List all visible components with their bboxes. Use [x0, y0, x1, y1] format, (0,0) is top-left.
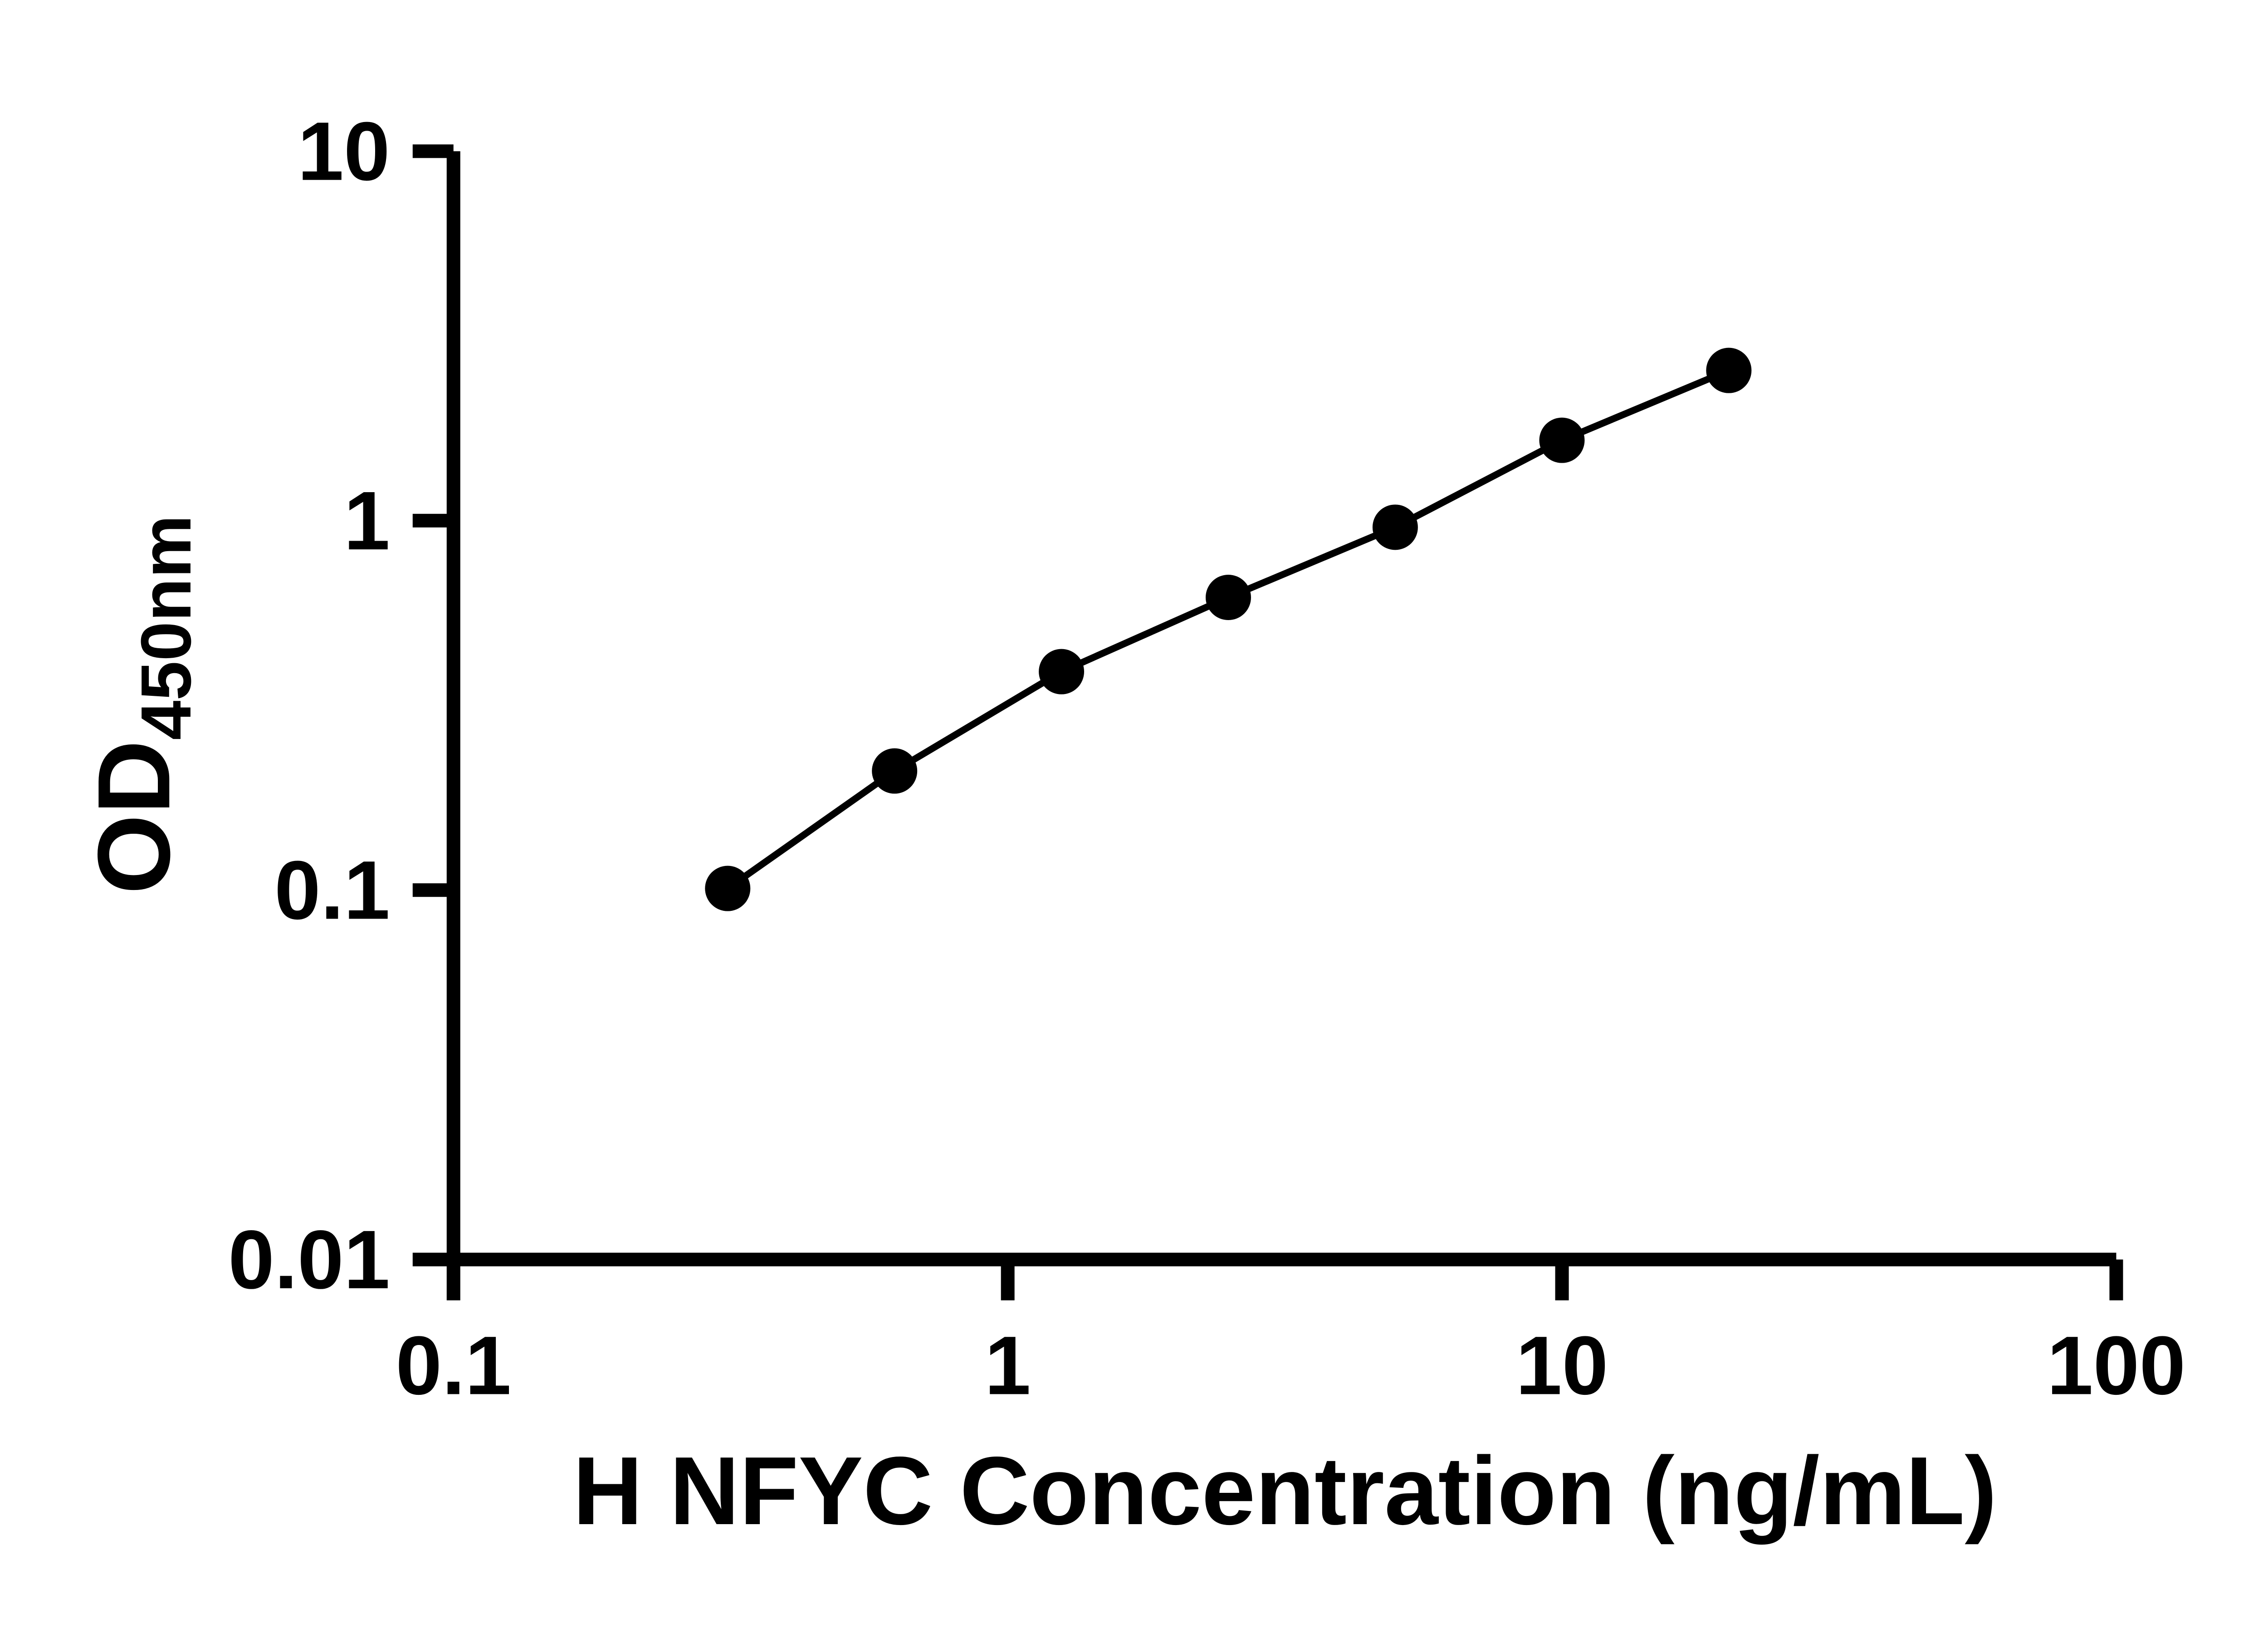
- y-tick-label: 10: [298, 105, 390, 198]
- x-tick-label: 1: [985, 1319, 1031, 1412]
- data-point: [1372, 504, 1418, 550]
- y-axis-title: OD450nm: [77, 515, 206, 894]
- x-tick-label: 100: [2047, 1319, 2186, 1412]
- data-point: [1706, 347, 1752, 393]
- axis-frame: [446, 151, 2116, 1266]
- data-point: [872, 748, 918, 794]
- x-tick-label: 0.1: [396, 1319, 511, 1412]
- y-axis-title-subscript: 450nm: [127, 515, 206, 740]
- y-tick-label: 0.01: [228, 1213, 390, 1306]
- data-point: [1205, 575, 1251, 620]
- y-axis-title-main: OD: [77, 740, 191, 895]
- x-axis-title: H NFYC Concentration (ng/mL): [573, 1437, 1997, 1545]
- x-tick-label: 10: [1516, 1319, 1608, 1412]
- data-series: [705, 347, 1752, 911]
- y-tick-label: 0.1: [274, 844, 390, 937]
- data-point: [1539, 417, 1585, 463]
- y-tick-label: 1: [344, 474, 390, 567]
- data-point: [1039, 649, 1085, 694]
- data-point: [705, 865, 751, 911]
